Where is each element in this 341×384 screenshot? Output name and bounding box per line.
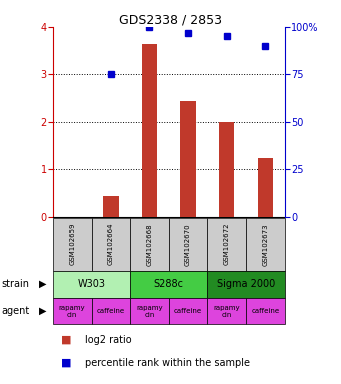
Text: rapamy
cin: rapamy cin xyxy=(59,305,86,318)
Text: rapamy
cin: rapamy cin xyxy=(136,305,163,318)
Text: S288c: S288c xyxy=(154,279,184,289)
Text: GSM102668: GSM102668 xyxy=(147,223,152,266)
Text: caffeine: caffeine xyxy=(251,308,280,314)
Text: caffeine: caffeine xyxy=(97,308,125,314)
Text: GSM102659: GSM102659 xyxy=(69,223,75,265)
Text: W303: W303 xyxy=(77,279,105,289)
Text: ■: ■ xyxy=(61,358,72,368)
Text: caffeine: caffeine xyxy=(174,308,202,314)
Text: rapamy
cin: rapamy cin xyxy=(213,305,240,318)
Text: GDS2338 / 2853: GDS2338 / 2853 xyxy=(119,13,222,26)
Bar xyxy=(180,101,196,217)
Text: GSM102673: GSM102673 xyxy=(263,223,268,266)
Text: percentile rank within the sample: percentile rank within the sample xyxy=(85,358,250,368)
Text: GSM102670: GSM102670 xyxy=(185,223,191,266)
Bar xyxy=(258,157,273,217)
Text: strain: strain xyxy=(2,279,30,289)
Text: agent: agent xyxy=(2,306,30,316)
Text: ■: ■ xyxy=(61,335,72,345)
Bar xyxy=(142,43,157,217)
Text: log2 ratio: log2 ratio xyxy=(85,335,132,345)
Bar xyxy=(219,122,235,217)
Text: ▶: ▶ xyxy=(39,306,47,316)
Text: GSM102664: GSM102664 xyxy=(108,223,114,265)
Text: GSM102672: GSM102672 xyxy=(224,223,230,265)
Text: ▶: ▶ xyxy=(39,279,47,289)
Text: Sigma 2000: Sigma 2000 xyxy=(217,279,275,289)
Bar xyxy=(103,195,119,217)
